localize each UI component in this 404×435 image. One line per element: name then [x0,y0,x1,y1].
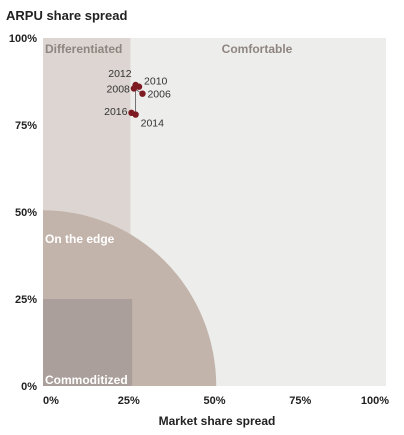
x-axis-label: Market share spread [159,414,276,428]
chart-title: ARPU share spread [6,8,127,23]
data-point [132,81,139,89]
y-tick-label: 0% [21,381,37,393]
data-point-label: 2012 [108,68,132,80]
data-point-label: 2006 [147,89,171,101]
data-point [139,90,146,97]
y-axis-ticks: 0% 25% 50% 75% 100% [9,33,37,393]
plot-background [43,38,386,386]
data-series: 2006 2008 2010 2012 2014 2016 [104,68,171,130]
data-point-label: 2008 [107,83,131,95]
x-tick-label: 75% [289,395,311,407]
data-point-label: 2010 [144,76,168,88]
zone-commoditized [43,299,133,386]
y-tick-label: 75% [15,120,37,132]
x-tick-label: 100% [361,395,389,407]
data-point-label: 2016 [104,106,128,118]
data-point-label: 2014 [141,118,165,130]
y-tick-label: 25% [15,294,37,306]
data-point [128,109,135,117]
y-tick-label: 50% [15,207,37,219]
x-tick-label: 0% [43,395,59,407]
zone-label-commoditized: Commoditized [45,373,128,387]
x-axis-ticks: 0% 25% 50% 75% 100% [43,395,389,407]
zone-label-on-the-edge: On the edge [45,232,115,246]
zone-label-comfortable: Comfortable [222,42,293,56]
y-tick-label: 100% [9,33,37,45]
x-tick-label: 50% [203,395,225,407]
zone-label-differentiated: Differentiated [45,42,122,56]
x-tick-label: 25% [118,395,140,407]
